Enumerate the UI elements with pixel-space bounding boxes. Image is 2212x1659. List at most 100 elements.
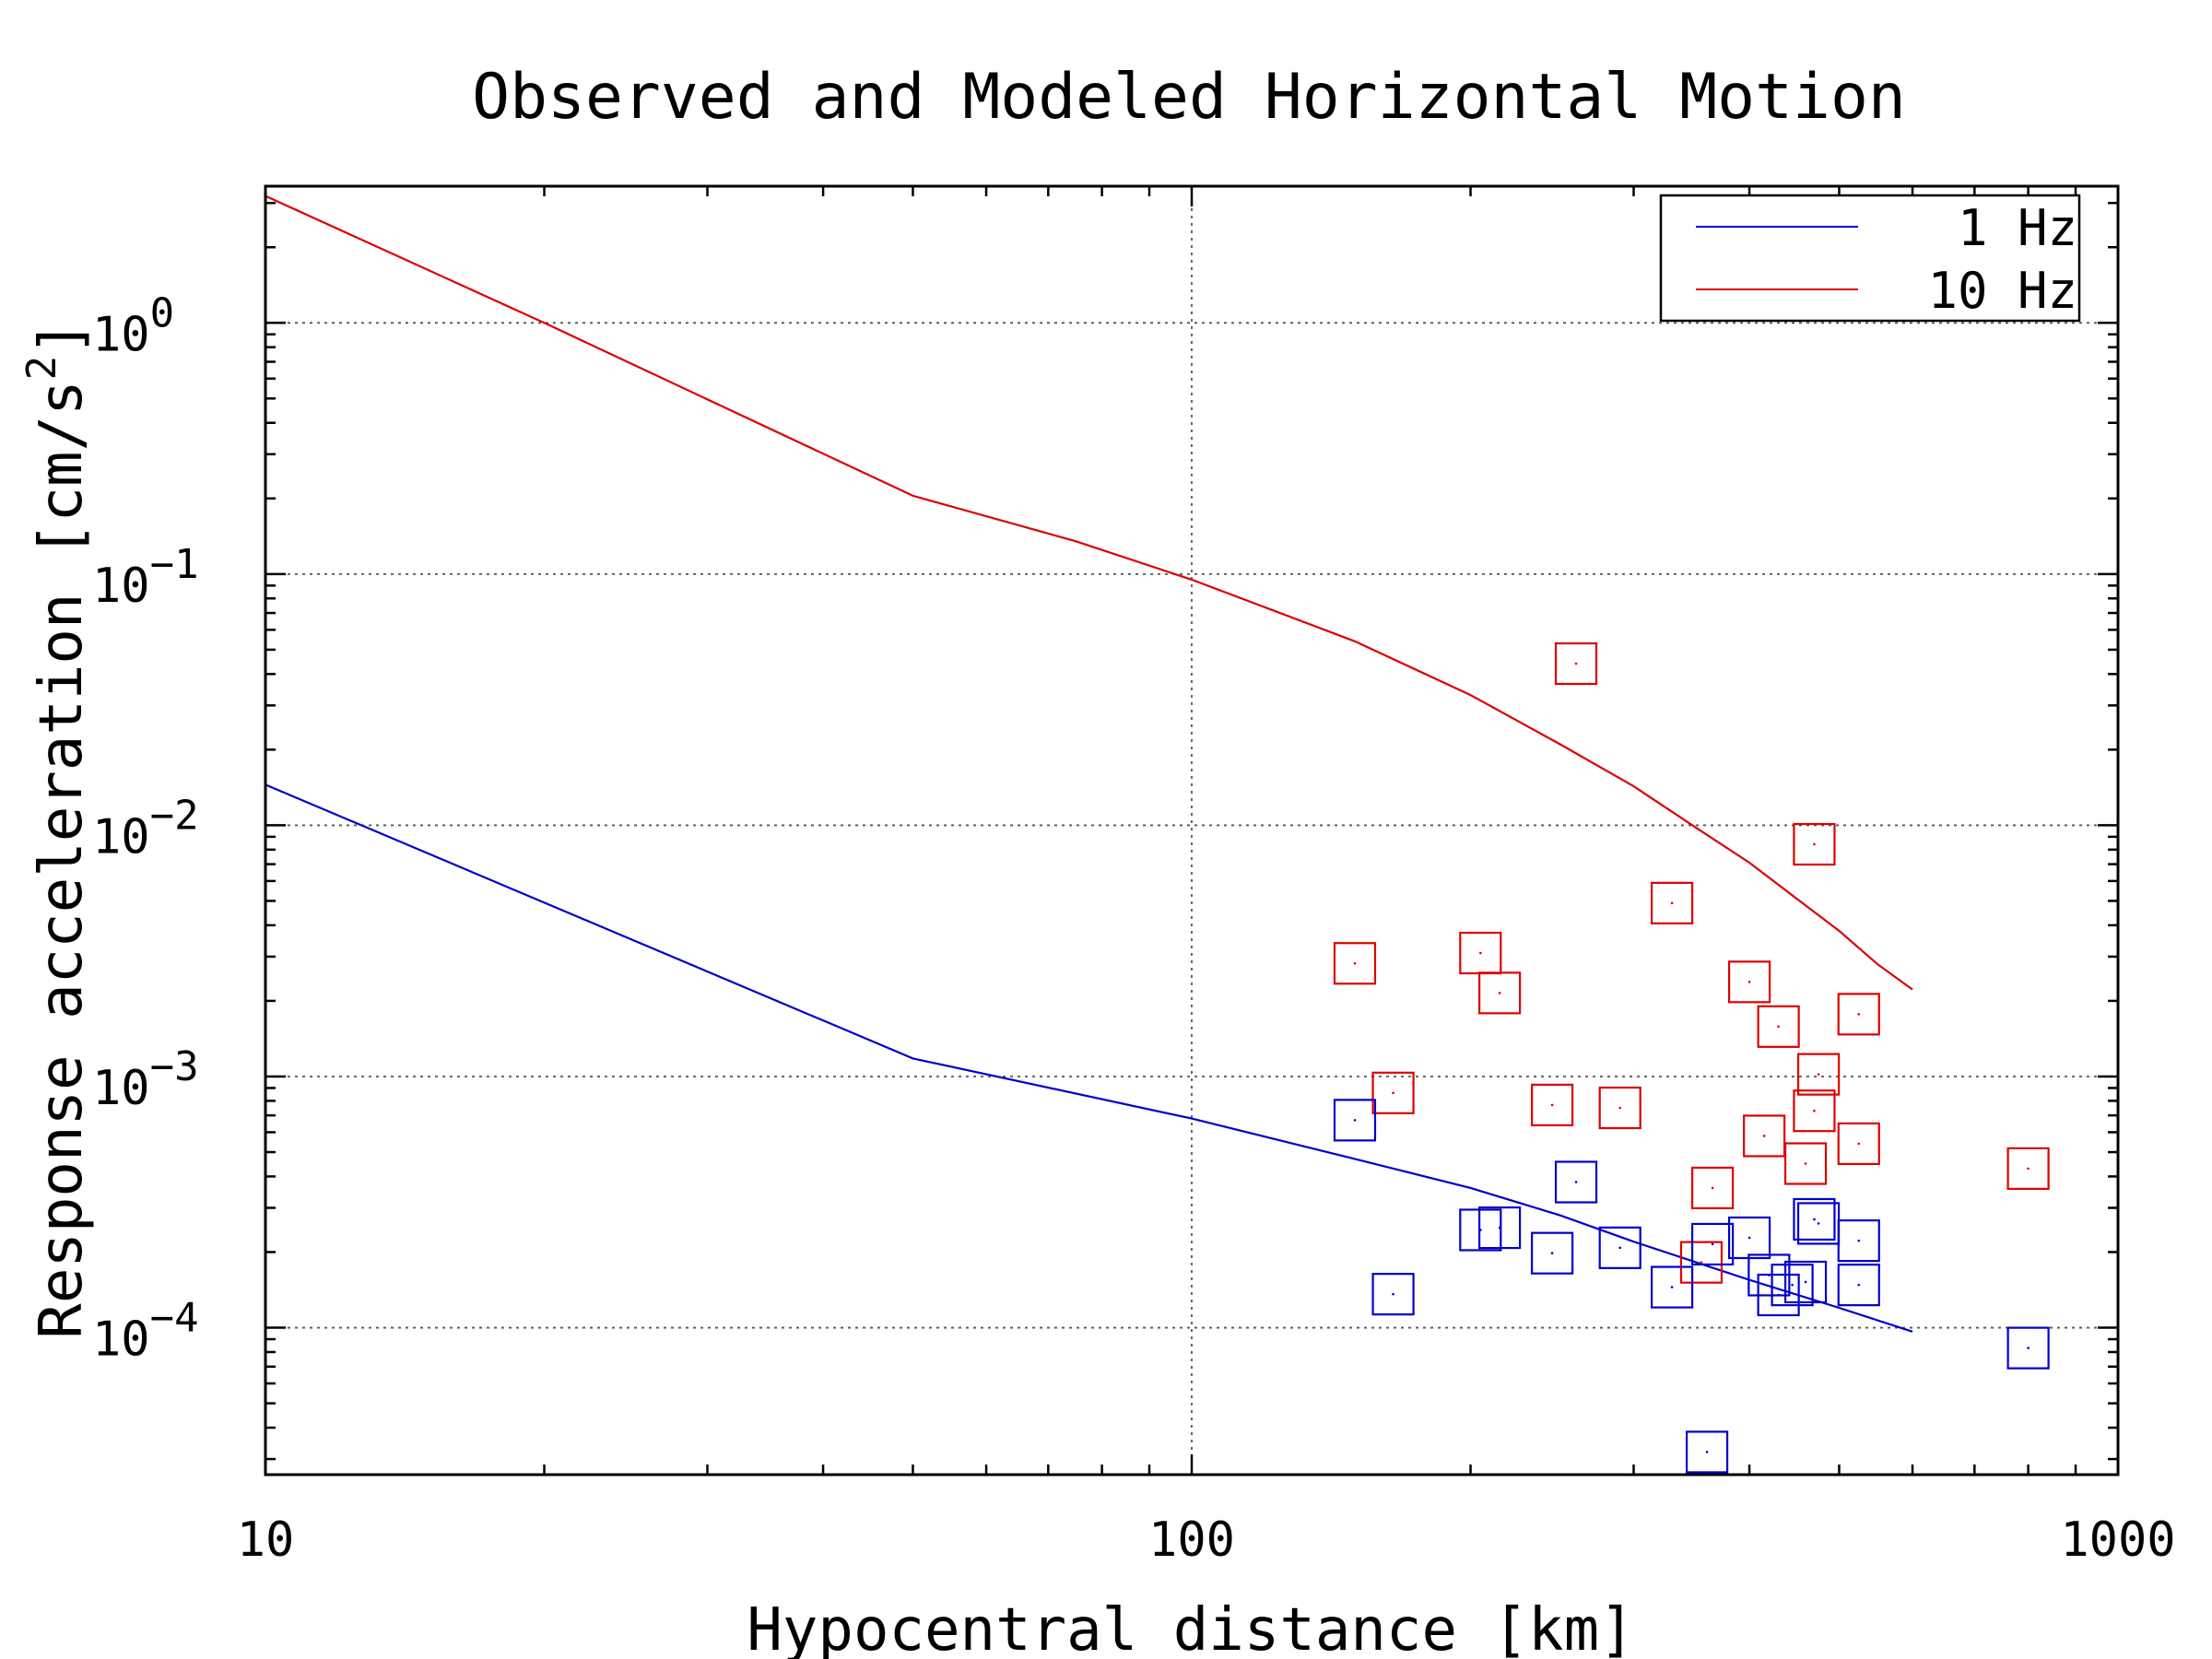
grid: [265, 186, 2118, 1475]
marker-square: [1783, 1142, 1828, 1185]
y-tick-label: 10−3: [92, 1043, 199, 1116]
observed-point: [1757, 1005, 1800, 1048]
y-tick-label-base: 10: [92, 809, 150, 865]
marker-dot: [1817, 1222, 1820, 1225]
observed-point: [1837, 1264, 1880, 1307]
observed-point: [2006, 1326, 2050, 1370]
observed-point: [1371, 1273, 1415, 1316]
marker-square: [2006, 1147, 2050, 1190]
marker-dot: [1791, 1283, 1794, 1287]
marker-dot: [1670, 901, 1674, 905]
observed-point: [1691, 1166, 1735, 1210]
observed-point: [1793, 1089, 1836, 1133]
marker-dot: [1550, 1252, 1554, 1254]
marker-square: [1679, 1241, 1724, 1284]
plot-frame: [264, 184, 2120, 1477]
observed-point: [1478, 971, 1522, 1015]
observed-point: [1679, 1241, 1724, 1284]
y-tick-label: 10−2: [92, 792, 199, 865]
marker-dot: [1777, 1293, 1780, 1297]
observed-point: [1685, 1430, 1729, 1474]
marker-square: [1793, 822, 1836, 866]
observed-point: [1783, 1142, 1828, 1185]
observed-point: [1333, 942, 1377, 985]
observed-point: [1727, 960, 1771, 1004]
marker-dot: [1747, 1236, 1751, 1240]
marker-dot: [1353, 961, 1357, 965]
observed-point: [1554, 641, 1598, 686]
marker-square: [1837, 1264, 1880, 1307]
marker-dot: [1857, 1283, 1861, 1287]
marker-square: [1554, 641, 1598, 686]
marker-dot: [1711, 1242, 1714, 1246]
y-tick-label: 10−1: [92, 541, 199, 614]
observed-point: [2006, 1147, 2050, 1190]
y-tick-label-base: 10: [92, 1061, 150, 1116]
marker-dot: [1804, 1162, 1807, 1165]
marker-square: [1333, 1099, 1377, 1142]
y-tick-label-exponent: −1: [150, 541, 199, 588]
legend-box: [1659, 194, 2081, 323]
legend: 1 Hz 10 Hz: [1659, 194, 2081, 323]
minor-ticks: [264, 186, 2118, 1475]
legend-label-1hz: 1 Hz: [1958, 199, 2077, 257]
observed-point: [1793, 1197, 1836, 1241]
marker-dot: [2027, 1347, 2030, 1349]
model-line-1hz: [265, 783, 1913, 1333]
observed-point: [1531, 1231, 1574, 1275]
marker-dot: [1550, 1103, 1554, 1107]
marker-square: [1478, 971, 1522, 1015]
marker-dot: [1857, 1142, 1861, 1146]
observed-point: [1837, 1219, 1880, 1263]
marker-dot: [1670, 1286, 1674, 1288]
observed-point: [1371, 1071, 1415, 1114]
marker-dot: [1711, 1186, 1714, 1190]
observed-point: [1598, 1086, 1641, 1130]
marker-dot: [1618, 1246, 1622, 1250]
observed-point: [1757, 1273, 1800, 1317]
marker-dot: [1857, 1013, 1861, 1016]
marker-dot: [1479, 951, 1482, 955]
marker-square: [1531, 1083, 1574, 1127]
marker-square: [1793, 1089, 1836, 1133]
y-axis-label-close: ]: [28, 320, 96, 356]
marker-dot: [1353, 1119, 1357, 1122]
marker-dot: [1777, 1025, 1780, 1029]
observed-markers: [1333, 641, 2050, 1474]
marker-square: [1459, 1208, 1502, 1252]
marker-dot: [1705, 1451, 1709, 1453]
x-tick-labels: 10 100 1000: [237, 1512, 2176, 1568]
marker-dot: [1574, 1181, 1578, 1183]
y-axis-label-superscript: 2: [18, 356, 65, 381]
marker-dot: [1392, 1091, 1394, 1095]
y-tick-label-exponent: −3: [150, 1043, 199, 1090]
observed-point: [1743, 1114, 1786, 1158]
observed-point: [1651, 881, 1694, 924]
y-tick-label-base: 10: [92, 1312, 150, 1368]
observed-point: [1478, 1206, 1522, 1250]
marker-square: [1685, 1430, 1729, 1474]
model-lines: [265, 194, 1913, 1333]
marker-square: [1727, 960, 1771, 1004]
observed-point: [1796, 1053, 1841, 1096]
marker-square: [1743, 1114, 1786, 1158]
x-tick-label: 100: [1148, 1512, 1235, 1568]
y-tick-label-exponent: −2: [150, 792, 199, 839]
observed-point: [1837, 993, 1880, 1036]
marker-dot: [1392, 1292, 1394, 1296]
x-axis-label: Hypocentral distance [km]: [747, 1596, 1634, 1659]
marker-square: [1554, 1160, 1598, 1204]
marker-dot: [1700, 1261, 1703, 1264]
marker-square: [1691, 1166, 1735, 1210]
y-tick-label-exponent: 0: [150, 289, 175, 336]
model-line-10hz: [265, 194, 1913, 991]
marker-square: [1783, 1260, 1828, 1304]
marker-square: [1371, 1071, 1415, 1114]
observed-point: [1598, 1226, 1641, 1269]
marker-square: [1796, 1053, 1841, 1096]
x-tick-label: 1000: [2060, 1512, 2175, 1568]
marker-dot: [1498, 992, 1501, 994]
marker-square: [1837, 1219, 1880, 1263]
marker-square: [1333, 942, 1377, 985]
y-tick-label-exponent: −4: [150, 1295, 199, 1342]
